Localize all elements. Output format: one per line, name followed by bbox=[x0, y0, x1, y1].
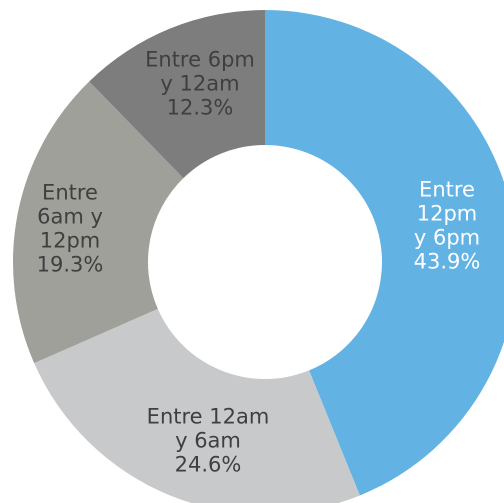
slice-label-0-line-0: Entre bbox=[419, 178, 475, 202]
label-group: Entre 12pm y 6pm 43.9%Entre 12am y 6am 24.6%E… bbox=[37, 48, 481, 477]
slice-label-0-line-3: 43.9% bbox=[414, 250, 481, 274]
slice-label-1-line-0: Entre 12am bbox=[147, 405, 270, 429]
slice-label-2-line-3: 19.3% bbox=[37, 253, 104, 277]
slice-group bbox=[13, 10, 504, 503]
slice-label-2-line-0: Entre bbox=[42, 181, 98, 205]
slice-label-1-line-2: 24.6% bbox=[175, 453, 242, 477]
slice-label-3-line-1: y 12am bbox=[160, 72, 239, 96]
slice-label-3-line-0: Entre 6pm bbox=[145, 48, 255, 72]
donut-slice-3 bbox=[89, 10, 265, 179]
slice-label-1-line-1: y 6am bbox=[175, 429, 241, 453]
donut-slice-0 bbox=[265, 10, 504, 496]
donut-slice-2 bbox=[13, 81, 184, 364]
slice-label-0-line-2: y 6pm bbox=[414, 226, 480, 250]
slice-label-3: Entre 6pm y 12am 12.3% bbox=[145, 48, 255, 120]
slice-label-2: Entre 6am y 12pm 19.3% bbox=[37, 181, 104, 277]
slice-label-3-line-2: 12.3% bbox=[167, 96, 234, 120]
slice-label-2-line-2: 12pm bbox=[40, 229, 101, 253]
slice-label-0-line-1: 12pm bbox=[417, 202, 478, 226]
slice-label-2-line-1: 6am y bbox=[37, 205, 103, 229]
slice-label-0: Entre 12pm y 6pm 43.9% bbox=[414, 178, 481, 274]
donut-slice-1 bbox=[34, 308, 360, 503]
slice-label-1: Entre 12am y 6am 24.6% bbox=[147, 405, 270, 477]
